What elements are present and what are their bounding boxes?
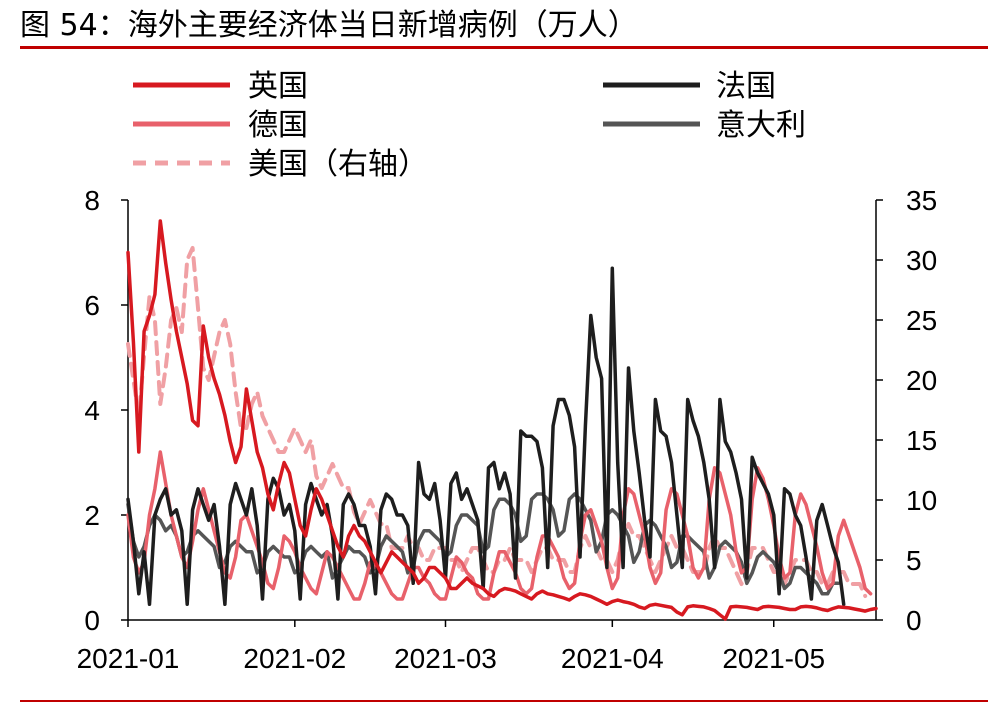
legend-item-usa: 美国（右轴） bbox=[133, 147, 428, 182]
series-lines bbox=[126, 219, 878, 621]
x-axis-ticks: 2021-01 2021-02 2021-03 2021-04 2021-05 bbox=[77, 620, 825, 674]
legend-item-france: 法国 bbox=[603, 69, 776, 104]
x-tick-label: 2021-05 bbox=[722, 643, 825, 674]
left-axis-ticks: 0 2 4 6 8 bbox=[84, 185, 128, 636]
legend: 英国 德国 美国（右轴） 法国 意大利 bbox=[133, 69, 806, 182]
x-tick-label: 2021-01 bbox=[77, 643, 180, 674]
right-tick-label: 25 bbox=[906, 305, 937, 336]
legend-label-uk: 英国 bbox=[248, 69, 308, 104]
right-tick-label: 15 bbox=[906, 425, 937, 456]
left-tick-label: 4 bbox=[84, 395, 100, 426]
left-tick-label: 8 bbox=[84, 185, 100, 216]
legend-label-france: 法国 bbox=[716, 69, 776, 104]
right-tick-label: 5 bbox=[906, 545, 922, 576]
chart-title: 图 54：海外主要经济体当日新增病例（万人） bbox=[20, 8, 638, 43]
series-line-uk bbox=[126, 219, 878, 621]
legend-item-germany: 德国 bbox=[133, 108, 308, 143]
right-tick-label: 30 bbox=[906, 245, 937, 276]
bottom-divider bbox=[20, 700, 988, 702]
right-tick-label: 10 bbox=[906, 485, 937, 516]
legend-item-uk: 英国 bbox=[133, 69, 308, 104]
legend-label-germany: 德国 bbox=[248, 108, 308, 143]
series-line-france bbox=[126, 266, 846, 607]
legend-label-usa: 美国（右轴） bbox=[248, 147, 428, 182]
right-tick-label: 20 bbox=[906, 365, 937, 396]
legend-label-italy: 意大利 bbox=[716, 108, 806, 143]
x-tick-label: 2021-03 bbox=[394, 643, 497, 674]
x-tick-label: 2021-02 bbox=[243, 643, 346, 674]
right-axis-ticks: 0 5 10 15 20 25 30 35 bbox=[876, 185, 937, 636]
x-tick-label: 2021-04 bbox=[561, 643, 664, 674]
title-divider bbox=[20, 46, 988, 49]
legend-item-italy: 意大利 bbox=[603, 108, 806, 143]
left-tick-label: 2 bbox=[84, 500, 100, 531]
left-tick-label: 6 bbox=[84, 290, 100, 321]
right-tick-label: 0 bbox=[906, 605, 922, 636]
left-tick-label: 0 bbox=[84, 605, 100, 636]
right-tick-label: 35 bbox=[906, 185, 937, 216]
